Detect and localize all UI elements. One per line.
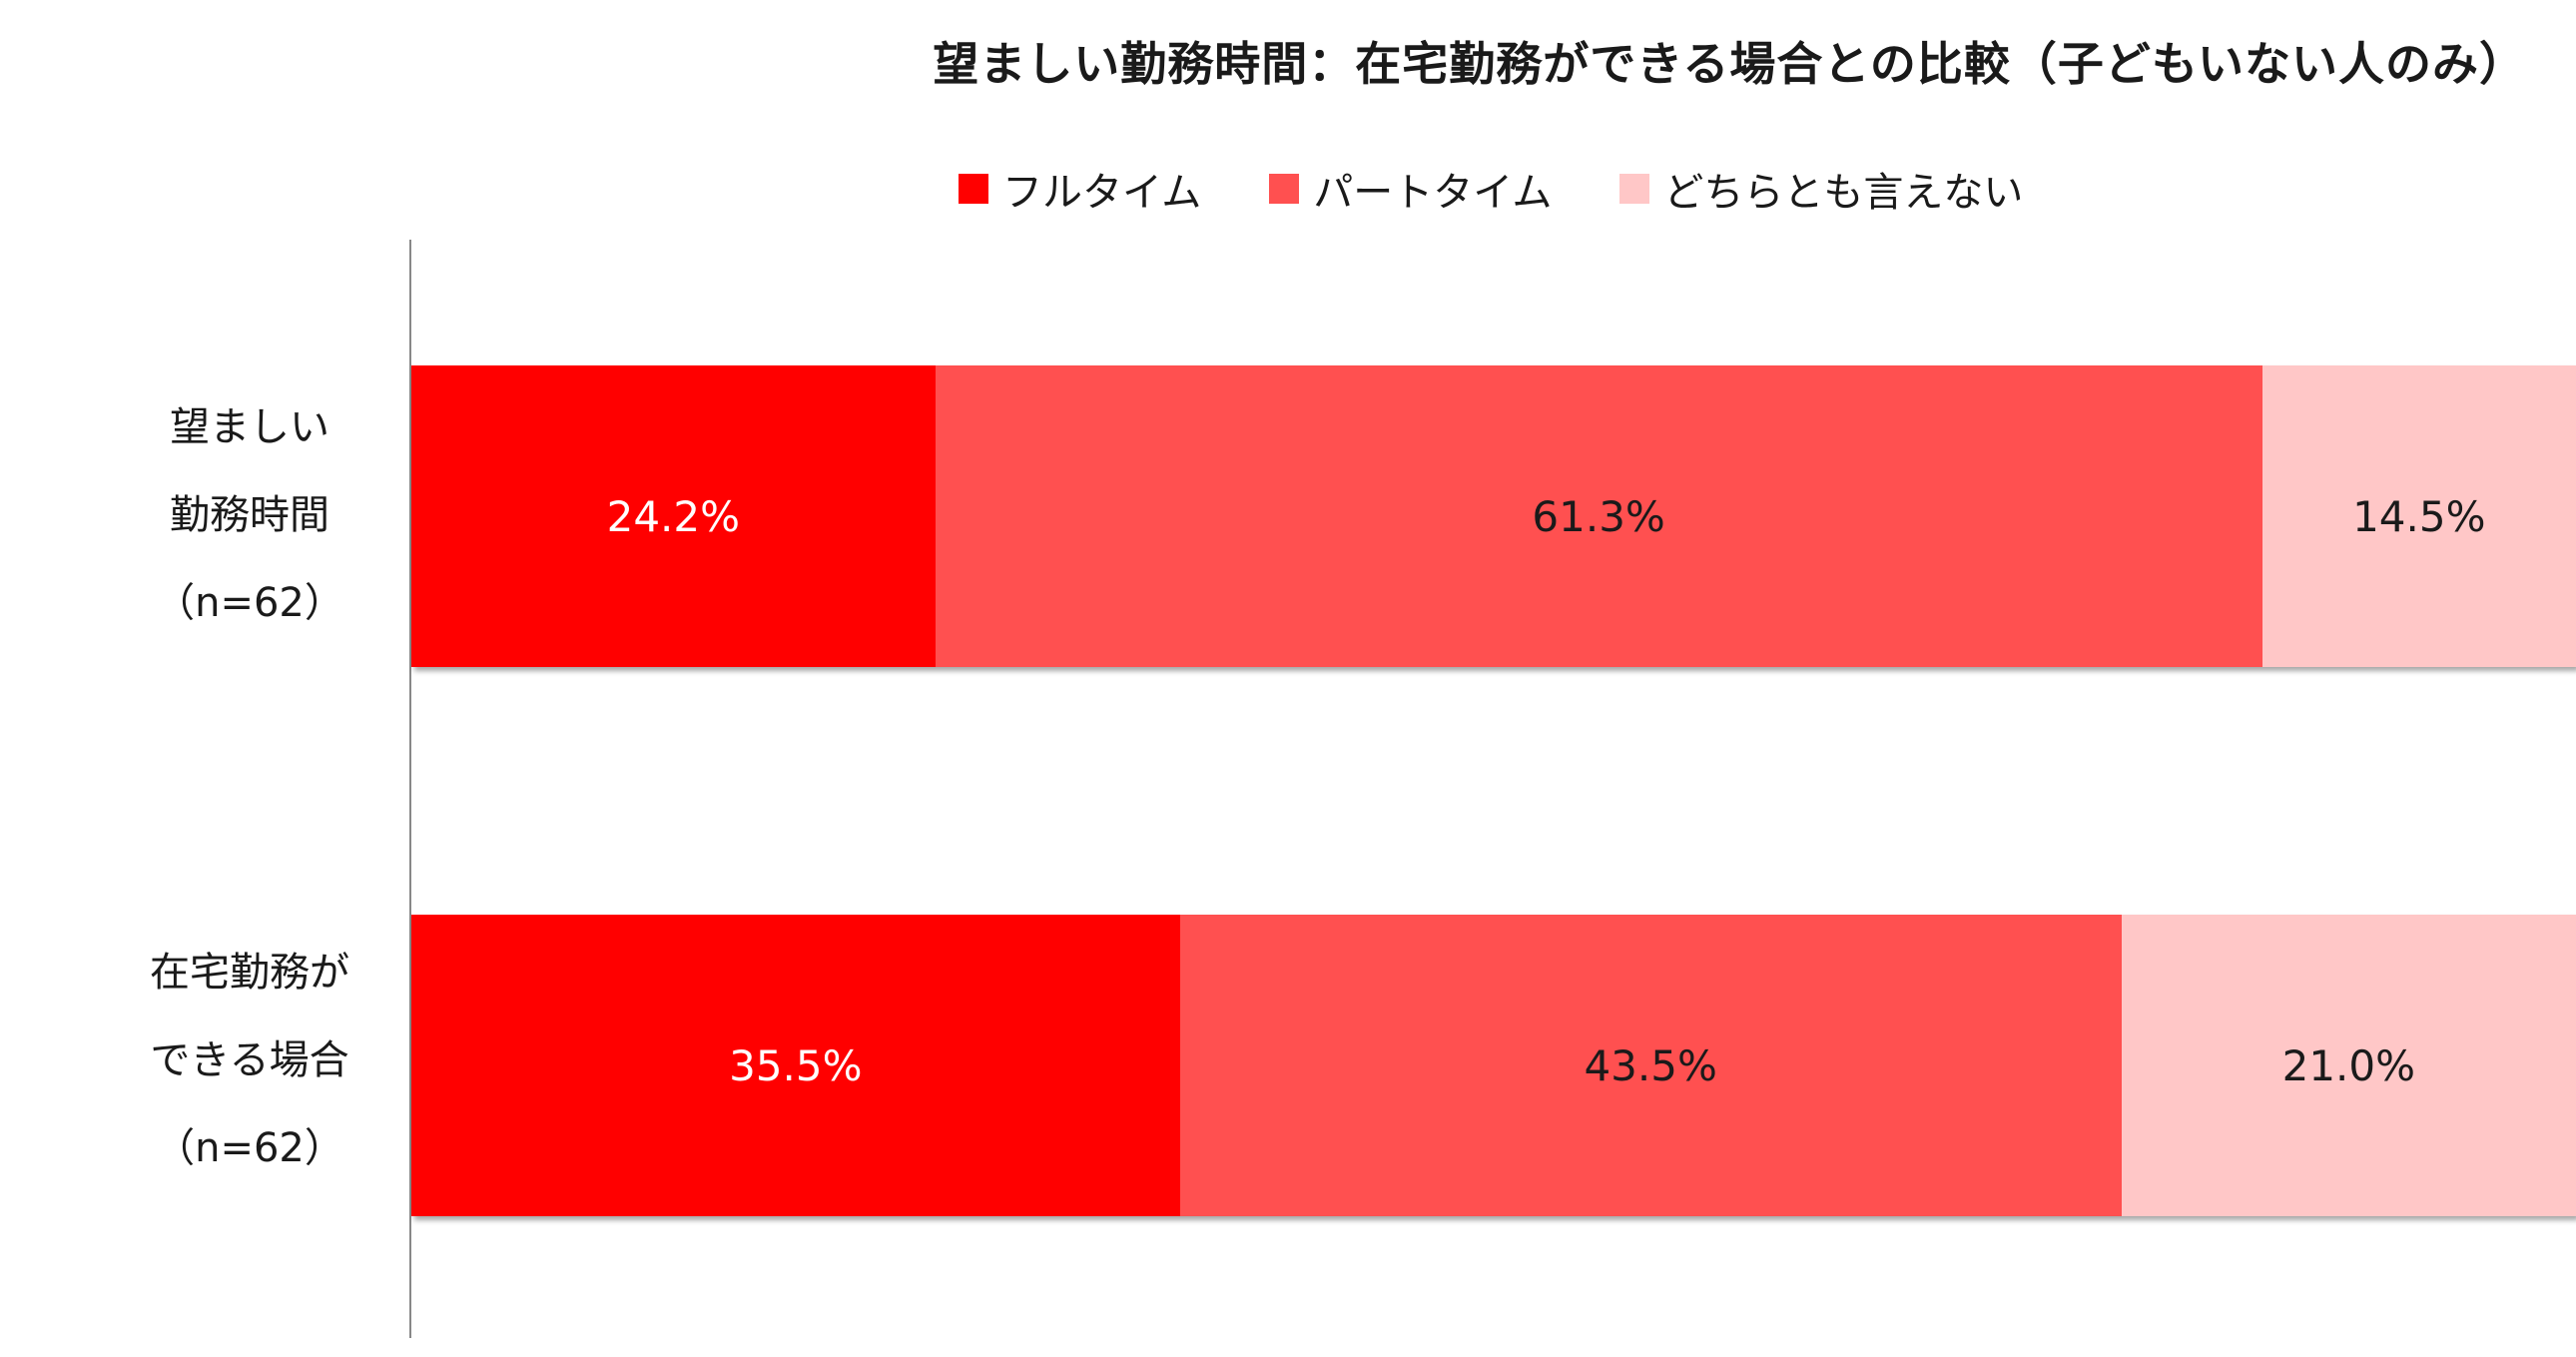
row-label-line: 在宅勤務が xyxy=(150,950,349,996)
data-label: 61.3% xyxy=(1532,491,1665,541)
data-label: 21.0% xyxy=(2281,1040,2416,1090)
row-label-line: （n=62） xyxy=(155,1125,344,1171)
category-axis-line xyxy=(409,240,411,1338)
row-label-line: 望ましい xyxy=(170,404,329,450)
data-label: 43.5% xyxy=(1584,1040,1717,1090)
data-label: 24.2% xyxy=(606,491,741,541)
legend-swatch-undecided xyxy=(1619,174,1650,204)
legend-item-undecided: どちらとも言えない xyxy=(1619,160,2023,218)
bar-row-preferred: 24.2% 61.3% 14.5% xyxy=(411,365,2576,667)
bar-row-remote: 35.5% 43.5% 21.0% xyxy=(411,915,2576,1216)
row-label-line: 勤務時間 xyxy=(170,492,329,538)
bar-segment-parttime: 43.5% xyxy=(1179,915,2122,1216)
row-label-preferred: 望ましい 勤務時間 （n=62） xyxy=(100,383,399,647)
legend-swatch-parttime xyxy=(1269,174,1300,204)
bar-segment-undecided: 21.0% xyxy=(2121,915,2576,1216)
row-label-remote: 在宅勤務が できる場合 （n=62） xyxy=(100,929,399,1192)
chart-title: 望ましい勤務時間：在宅勤務ができる場合との比較（子どもいない人のみ） xyxy=(933,37,2526,91)
bar-segment-undecided: 14.5% xyxy=(2261,365,2576,667)
row-label-line: できる場合 xyxy=(150,1037,349,1083)
data-label: 14.5% xyxy=(2352,491,2486,541)
legend-label-undecided: どちらとも言えない xyxy=(1663,170,2024,216)
bar-segment-parttime: 61.3% xyxy=(935,365,2262,667)
bar-segment-fulltime: 35.5% xyxy=(411,915,1180,1216)
legend-item-parttime: パートタイム xyxy=(1269,160,1552,218)
legend: フルタイム パートタイム どちらとも言えない xyxy=(959,160,2091,218)
row-label-line: （n=62） xyxy=(155,580,344,626)
legend-item-fulltime: フルタイム xyxy=(959,160,1201,218)
data-label: 35.5% xyxy=(729,1040,863,1090)
legend-label-fulltime: フルタイム xyxy=(1002,170,1202,216)
legend-label-parttime: パートタイム xyxy=(1313,170,1553,216)
legend-swatch-fulltime xyxy=(959,174,988,204)
bar-segment-fulltime: 24.2% xyxy=(411,365,936,667)
